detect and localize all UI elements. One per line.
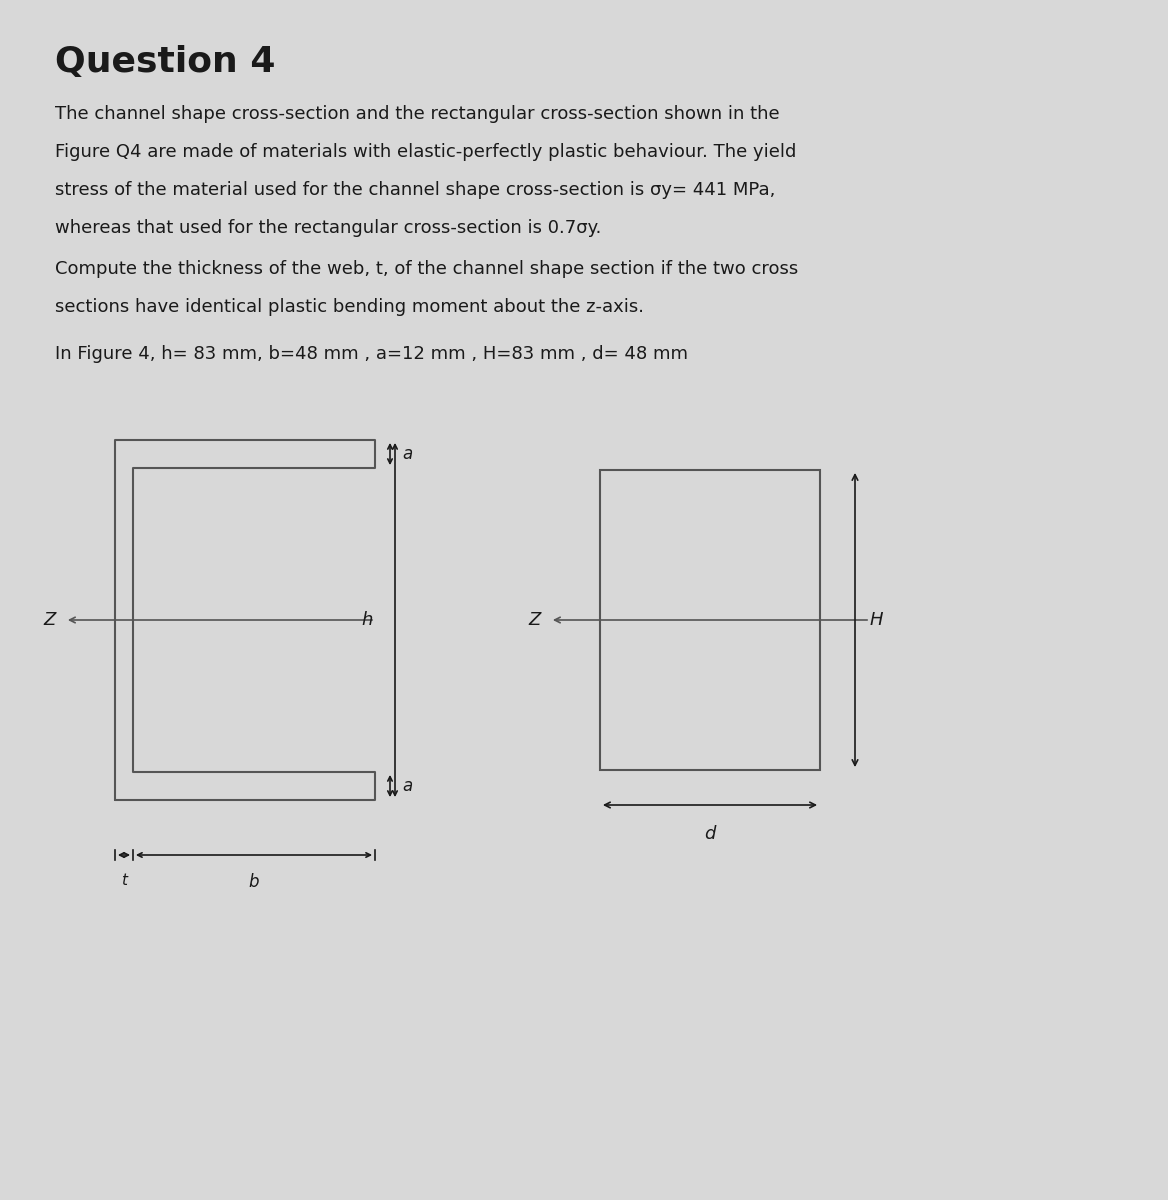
Bar bbox=[600, 470, 820, 770]
Text: sections have identical plastic bending moment about the z-axis.: sections have identical plastic bending … bbox=[55, 298, 644, 316]
Text: In Figure 4, h= 83 mm, b=48 mm , a=12 mm , H=83 mm , d= 48 mm: In Figure 4, h= 83 mm, b=48 mm , a=12 mm… bbox=[55, 344, 688, 362]
Text: h: h bbox=[362, 611, 373, 629]
Text: t: t bbox=[121, 874, 127, 888]
Text: Z: Z bbox=[44, 611, 56, 629]
Text: whereas that used for the rectangular cross-section is 0.7σy.: whereas that used for the rectangular cr… bbox=[55, 218, 602, 238]
Text: H: H bbox=[870, 611, 883, 629]
Text: a: a bbox=[402, 445, 412, 463]
Text: Compute the thickness of the web, t, of the channel shape section if the two cro: Compute the thickness of the web, t, of … bbox=[55, 260, 798, 278]
Text: b: b bbox=[249, 874, 259, 890]
Text: stress of the material used for the channel shape cross-section is σy= 441 MPa,: stress of the material used for the chan… bbox=[55, 181, 776, 199]
Text: The channel shape cross-section and the rectangular cross-section shown in the: The channel shape cross-section and the … bbox=[55, 104, 779, 122]
Text: Question 4: Question 4 bbox=[55, 44, 276, 79]
Text: d: d bbox=[704, 826, 716, 842]
Text: Figure Q4 are made of materials with elastic-perfectly plastic behaviour. The yi: Figure Q4 are made of materials with ela… bbox=[55, 143, 797, 161]
Text: Z: Z bbox=[529, 611, 541, 629]
Text: a: a bbox=[402, 778, 412, 796]
